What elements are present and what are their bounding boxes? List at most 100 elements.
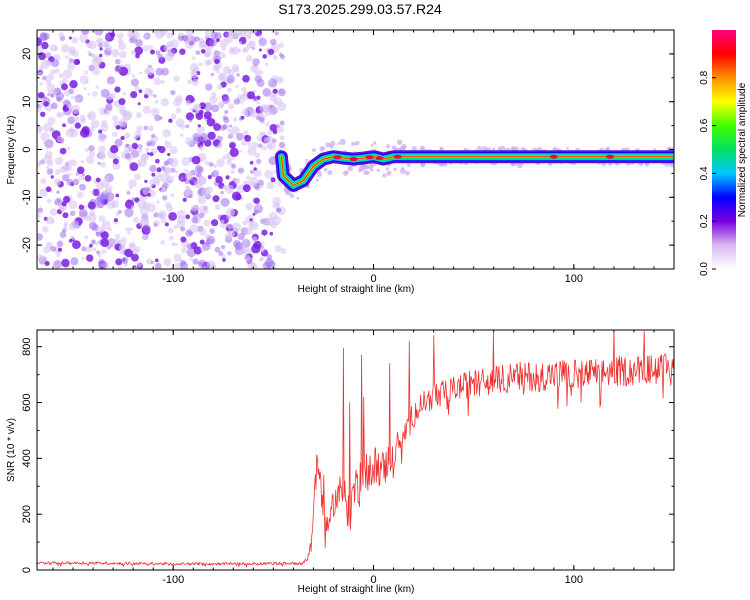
noise-dot xyxy=(247,35,252,40)
noise-dot xyxy=(225,33,229,37)
noise-dot xyxy=(119,121,124,126)
noise-dot xyxy=(173,98,182,107)
noise-dot xyxy=(142,105,151,114)
noise-dot xyxy=(62,212,69,219)
spectrogram-y-tick-label: 20 xyxy=(21,48,33,60)
ridge-halo-dot xyxy=(386,144,391,149)
noise-dot xyxy=(75,172,79,176)
noise-dot xyxy=(274,31,279,36)
noise-dot xyxy=(56,190,60,194)
noise-dot xyxy=(269,94,277,102)
ridge-halo-dot xyxy=(401,166,405,170)
noise-dot xyxy=(189,62,199,72)
noise-dot xyxy=(112,158,119,165)
noise-dot xyxy=(40,111,46,118)
noise-dot xyxy=(254,152,261,159)
noise-dot xyxy=(176,209,186,219)
noise-dot xyxy=(42,141,46,145)
noise-dot xyxy=(78,175,85,181)
noise-dot xyxy=(89,150,96,157)
noise-dot xyxy=(244,227,253,235)
noise-dot xyxy=(95,231,102,237)
noise-dot xyxy=(226,75,235,84)
noise-dot xyxy=(96,37,104,44)
noise-dot xyxy=(227,68,235,77)
noise-dot xyxy=(265,122,270,127)
noise-dot xyxy=(115,193,120,198)
noise-dot xyxy=(227,128,232,133)
noise-dot xyxy=(231,63,239,71)
noise-dot xyxy=(54,197,63,206)
noise-dot xyxy=(91,239,96,245)
noise-dot xyxy=(253,240,262,249)
colorbar-tick-label: 0.8 xyxy=(699,70,710,84)
noise-dot xyxy=(211,170,219,178)
noise-dot xyxy=(142,34,147,39)
noise-dot xyxy=(76,166,85,175)
noise-dot xyxy=(198,62,203,67)
noise-dot xyxy=(161,165,166,171)
noise-dot xyxy=(156,145,162,151)
noise-dot xyxy=(106,45,113,52)
noise-dot xyxy=(106,76,115,85)
ridge-halo-dot xyxy=(337,142,340,145)
noise-dot xyxy=(242,48,247,53)
noise-dot xyxy=(38,160,43,165)
noise-dot xyxy=(114,86,121,93)
noise-dot xyxy=(264,62,269,66)
noise-dot xyxy=(68,200,78,209)
noise-dot xyxy=(97,161,101,165)
noise-dot xyxy=(249,221,259,230)
noise-dot xyxy=(170,193,175,197)
noise-dot xyxy=(135,39,143,47)
noise-dot xyxy=(42,226,49,233)
ridge-halo-dot xyxy=(566,147,569,150)
noise-dot xyxy=(153,212,159,218)
noise-dot xyxy=(84,235,89,240)
noise-dot xyxy=(169,146,178,155)
noise-dot xyxy=(111,200,119,209)
noise-dot xyxy=(138,89,143,94)
noise-dot xyxy=(119,50,127,59)
noise-dot xyxy=(58,247,62,252)
noise-dot xyxy=(247,142,252,147)
noise-dot xyxy=(54,68,60,74)
noise-dot xyxy=(114,65,122,73)
noise-dot xyxy=(230,134,235,139)
noise-dot xyxy=(160,173,170,183)
noise-dot xyxy=(232,30,242,38)
noise-dot xyxy=(92,188,100,196)
spectrogram-y-tick-label: 10 xyxy=(21,96,33,108)
noise-dot xyxy=(68,127,76,134)
noise-dot xyxy=(222,96,230,104)
noise-dot xyxy=(193,246,202,255)
noise-dot xyxy=(45,146,50,150)
noise-dot xyxy=(215,65,220,71)
noise-dot xyxy=(280,248,287,255)
noise-dot xyxy=(185,124,190,129)
noise-dot xyxy=(85,215,92,222)
noise-dot xyxy=(233,98,240,105)
noise-dot xyxy=(164,140,168,144)
noise-dot xyxy=(83,70,89,75)
ridge-peak xyxy=(375,156,384,161)
noise-dot xyxy=(79,75,89,85)
noise-dot xyxy=(225,175,230,180)
noise-dot xyxy=(213,123,222,131)
noise-dot xyxy=(72,50,79,58)
noise-dot xyxy=(151,133,156,138)
noise-dot xyxy=(105,192,115,202)
noise-dot xyxy=(115,125,121,130)
colorbar-label: Normalized spectral amplitude xyxy=(737,82,748,217)
noise-dot xyxy=(70,257,79,266)
noise-dot xyxy=(63,196,71,203)
noise-dot xyxy=(274,245,282,253)
noise-dot xyxy=(229,142,236,149)
noise-dot xyxy=(50,102,58,110)
noise-dot xyxy=(153,94,157,98)
noise-dot xyxy=(98,145,106,154)
noise-dot xyxy=(145,66,155,76)
noise-dot xyxy=(97,133,107,143)
noise-dot xyxy=(99,47,103,51)
noise-dot xyxy=(236,73,240,77)
